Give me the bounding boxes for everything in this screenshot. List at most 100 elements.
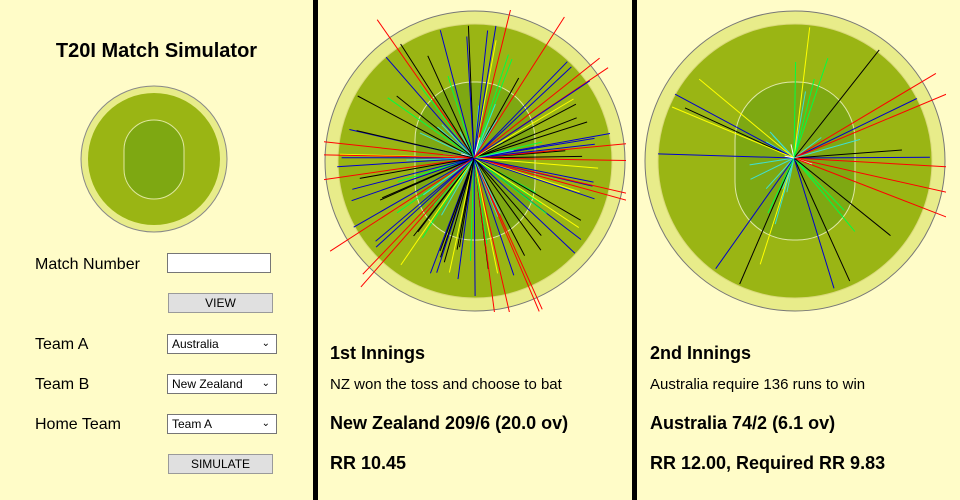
first-innings-score: New Zealand 209/6 (20.0 ov) [330,413,569,433]
shot-line [473,157,582,221]
shot-line [473,121,588,159]
shot-line [473,10,511,159]
shot-line [423,157,475,196]
first-innings-panel: 1st Innings NZ won the toss and choose t… [318,0,632,500]
shot-line [793,157,891,236]
shot-line [387,97,475,159]
shot-line [793,72,937,159]
shot-line [466,36,475,159]
simulate-button[interactable]: SIMULATE [168,454,273,474]
shot-line [698,78,795,159]
mini-field-infield [123,119,185,200]
shot-line [793,93,946,159]
shot-line [473,104,496,159]
shot-line [473,157,599,169]
shot-line [379,157,475,201]
first-innings-status: NZ won the toss and choose to bat [330,376,562,393]
first-innings-wagon-wheel [324,10,626,312]
chevron-down-icon: ⌄ [261,418,270,429]
shot-line [362,157,475,275]
shot-line [793,157,946,218]
team-b-select[interactable]: New Zealand ⌄ [167,374,277,394]
second-innings-wagon-wheel [644,10,946,312]
shot-line [473,143,595,159]
shot-line [473,143,626,159]
shot-line [473,157,510,312]
chevron-down-icon: ⌄ [261,378,270,389]
team-a-value: Australia [172,337,219,351]
shot-line [473,117,577,159]
shot-line [447,75,475,159]
shot-line [473,157,626,161]
shot-line [385,56,475,159]
shot-line [470,157,475,261]
shot-line [793,149,902,159]
shot-line [324,157,475,181]
shot-line [456,157,475,250]
shot-line [772,134,795,159]
shot-line [774,157,795,225]
second-innings-panel: 2nd Innings Australia require 136 runs t… [637,0,960,500]
shot-line [473,157,542,236]
team-b-value: New Zealand [172,377,243,391]
match-number-input[interactable] [167,253,271,273]
panel-divider [313,0,318,500]
shot-line [473,103,577,159]
chevron-down-icon: ⌄ [261,338,270,349]
shot-line [473,157,547,214]
shot-line [473,80,591,159]
first-innings-title: 1st Innings [330,343,426,363]
shot-line [433,157,475,206]
shot-line [793,157,851,282]
team-b-label: Team B [35,376,90,393]
shot-line [473,155,583,159]
shot-line [473,157,576,254]
shot-line [324,141,475,159]
shot-line [375,157,475,242]
shot-line [329,157,475,252]
shot-line [793,157,946,193]
shot-line [448,157,475,273]
shot-line [473,16,565,159]
shot-line [473,157,580,229]
shot-line [359,157,475,179]
shot-line [684,107,795,159]
second-innings-run-rate: RR 12.00, Required RR 9.83 [650,453,886,473]
shot-line [765,157,795,190]
shot-line [396,95,475,159]
shot-line [441,124,475,159]
home-team-value: Team A [172,417,213,431]
shot-line [473,157,626,194]
shot-line [473,157,488,244]
shot-line [473,57,600,159]
panel-divider [632,0,637,500]
shot-line [473,61,568,159]
shot-line [376,19,475,159]
shot-line [473,137,480,159]
shot-line [337,157,475,168]
shot-line [793,78,815,159]
team-a-select[interactable]: Australia ⌄ [167,334,277,354]
home-team-select[interactable]: Team A ⌄ [167,414,277,434]
shot-line [324,154,475,159]
shot-line [400,157,475,266]
shot-line [793,98,918,159]
team-a-label: Team A [35,336,89,353]
shot-line [759,157,795,265]
shot-line [352,157,475,190]
shot-line [473,157,542,251]
shot-line [657,153,795,159]
shot-line [473,157,540,312]
shot-line [793,137,822,159]
shot-line [790,144,795,159]
shot-line [473,157,626,201]
shot-line [353,157,475,228]
shot-line [793,61,797,159]
shot-line [473,157,594,183]
shot-line [793,157,845,211]
shot-line [351,157,475,202]
view-button[interactable]: VIEW [168,293,273,313]
shot-line [439,30,475,159]
match-number-label: Match Number [35,256,140,273]
shot-line [457,157,475,280]
